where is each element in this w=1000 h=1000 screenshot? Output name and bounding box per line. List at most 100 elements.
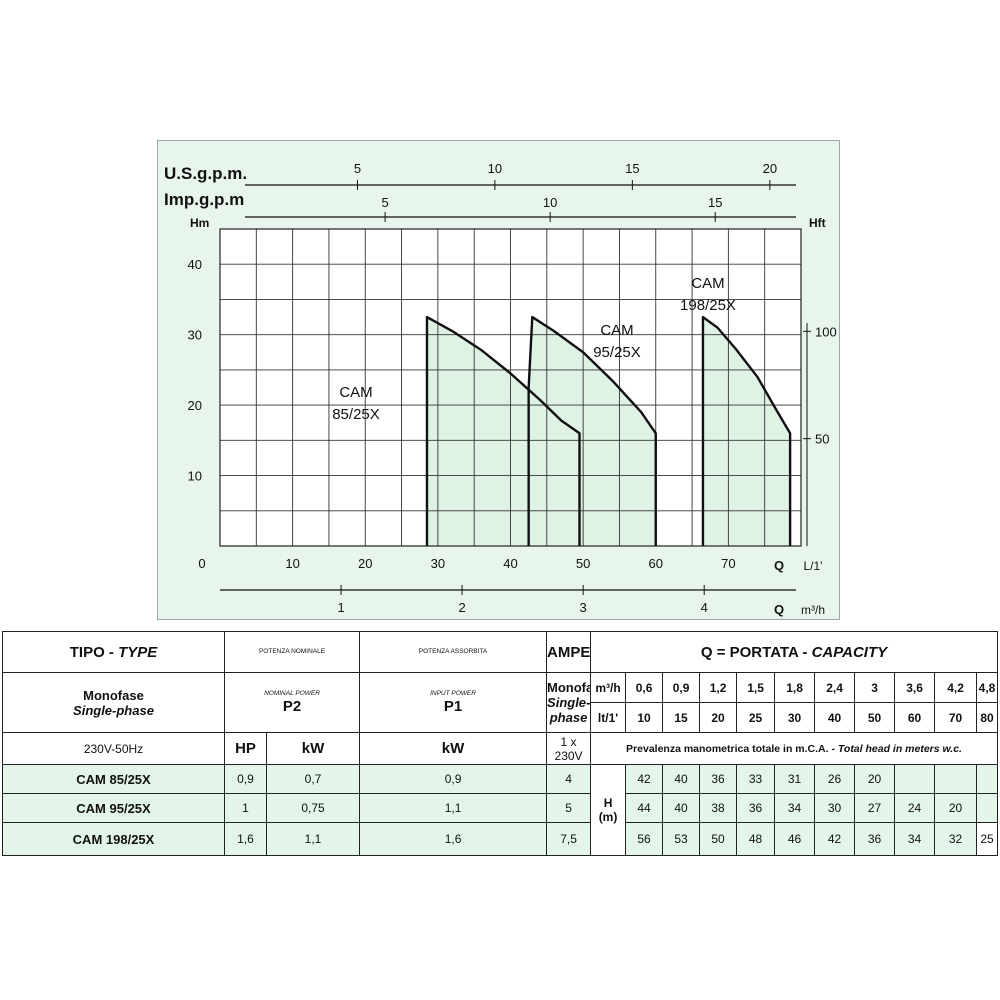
series-line-1 bbox=[425, 315, 581, 546]
curve-fill-2 bbox=[528, 317, 656, 546]
head-cell bbox=[976, 764, 998, 794]
head-cell: 34 bbox=[774, 793, 816, 823]
hft-tick-label: 50 bbox=[815, 432, 829, 447]
series-label: 85/25X bbox=[332, 406, 380, 423]
pump-curve-chart: CAM 85/25X CAM 95/25X CAM 198/25X 10 20 30 40 Hm 0 1… bbox=[157, 140, 840, 620]
series-line-3 bbox=[701, 315, 792, 546]
m3h-tick-label: 4 bbox=[701, 600, 708, 615]
head-cell: 36 bbox=[736, 793, 776, 823]
head-cell: 31 bbox=[774, 764, 816, 794]
head-cell: 24 bbox=[894, 793, 936, 823]
model-cell: CAM 95/25X bbox=[2, 793, 225, 823]
model-cell: CAM 85/25X bbox=[2, 764, 225, 794]
p2-cell: NOMINAL POWER P2 bbox=[223, 672, 361, 733]
hp-cell: 1 bbox=[224, 793, 267, 823]
x-axis-label: Q bbox=[774, 558, 784, 573]
x-tick-label: 40 bbox=[503, 556, 517, 571]
impgpm-tick-label: 15 bbox=[708, 195, 722, 210]
head-cell: 48 bbox=[736, 822, 776, 856]
series-label: CAM bbox=[691, 275, 724, 292]
head-cell: 34 bbox=[894, 822, 936, 856]
head-cell bbox=[976, 793, 998, 823]
lt-value: 80 bbox=[976, 702, 998, 733]
voltage-cell: 230V-50Hz bbox=[2, 732, 225, 765]
impgpm-tick-label: 10 bbox=[543, 195, 557, 210]
hp-cell: 0,9 bbox=[224, 764, 267, 794]
phase-cell: Monofase Single-phase bbox=[2, 672, 225, 733]
head-cell: 32 bbox=[934, 822, 978, 856]
head-cell: 38 bbox=[699, 793, 738, 823]
series-label: 95/25X bbox=[593, 344, 641, 361]
m3h-tick-label: 3 bbox=[580, 600, 587, 615]
capacity-header: Q = PORTATA - CAPACITY bbox=[590, 631, 998, 673]
amp-cell: 7,5 bbox=[546, 822, 592, 856]
head-cell: 40 bbox=[662, 764, 701, 794]
voltage-row: 230V-50Hz HP kW kW 1 x 230V Prevalenza m… bbox=[2, 732, 998, 765]
p2-title: POTENZA NOMINALE bbox=[223, 631, 361, 673]
y-tick-label: 30 bbox=[188, 328, 202, 343]
x-tick-label: 10 bbox=[285, 556, 299, 571]
m3h-value: 0,9 bbox=[662, 672, 701, 703]
x-tick-label: 50 bbox=[576, 556, 590, 571]
head-cell: 50 bbox=[699, 822, 738, 856]
h-label: H (m) bbox=[590, 764, 627, 856]
m3h-value: 3,6 bbox=[894, 672, 936, 703]
p1-value: 1,1 bbox=[359, 793, 548, 823]
pump-spec-table: TIPO - TYPE POTENZA NOMINALE POTENZA ASS… bbox=[2, 631, 998, 856]
usgpm-tick-label: 5 bbox=[354, 161, 361, 176]
m3h-value: 1,8 bbox=[774, 672, 816, 703]
head-cell: 20 bbox=[934, 793, 978, 823]
lt-row: lt/1' 10 15 20 25 30 40 50 60 70 80 bbox=[3, 702, 998, 733]
impgpm-tick-label: 5 bbox=[381, 195, 388, 210]
kw-cell: 1,1 bbox=[265, 822, 361, 856]
hft-tick-label: 100 bbox=[815, 324, 837, 339]
model-cell: CAM 198/25X bbox=[2, 822, 225, 856]
lt-value: 25 bbox=[736, 702, 776, 733]
usgpm-tick-label: 10 bbox=[488, 161, 502, 176]
m3h-value: 4,2 bbox=[934, 672, 978, 703]
lt-value: 20 bbox=[699, 702, 738, 733]
x-tick-label: 30 bbox=[431, 556, 445, 571]
head-cell: 53 bbox=[662, 822, 701, 856]
series-label: CAM bbox=[600, 322, 633, 339]
lt-label: lt/1' bbox=[590, 702, 627, 733]
type-header: TIPO - TYPE bbox=[2, 631, 225, 673]
lt-value: 70 bbox=[934, 702, 978, 733]
m3h-tick-label: 2 bbox=[458, 600, 465, 615]
p1-value: 0,9 bbox=[359, 764, 548, 794]
hp-cell: 1,6 bbox=[224, 822, 267, 856]
lt-value: 60 bbox=[894, 702, 936, 733]
kw-cell: 0,7 bbox=[265, 764, 361, 794]
head-cell: 36 bbox=[854, 822, 896, 856]
head-cell: 30 bbox=[814, 793, 856, 823]
head-cell bbox=[894, 764, 936, 794]
usgpm-tick-label: 15 bbox=[625, 161, 639, 176]
kw-label-p1: kW bbox=[359, 732, 548, 765]
p1-cell: INPUT POWER P1 bbox=[359, 672, 548, 733]
kw-label: kW bbox=[265, 732, 361, 765]
table-row: CAM 198/25X 1,6 1,1 1,6 7,5 56 53 50 48 … bbox=[2, 822, 998, 856]
head-cell: 40 bbox=[662, 793, 701, 823]
kw-cell: 0,75 bbox=[265, 793, 361, 823]
lt-value: 15 bbox=[662, 702, 701, 733]
y-tick-label: 20 bbox=[188, 398, 202, 413]
head-note: Prevalenza manometrica totale in m.C.A. … bbox=[590, 732, 998, 765]
header-row: TIPO - TYPE POTENZA NOMINALE POTENZA ASS… bbox=[2, 631, 998, 673]
m3h-axis-unit: m³/h bbox=[801, 603, 825, 617]
lt-value: 30 bbox=[774, 702, 816, 733]
ampere-header: AMPERE bbox=[546, 631, 592, 673]
m3h-value: 0,6 bbox=[625, 672, 664, 703]
curve-fill-3 bbox=[702, 317, 791, 546]
head-cell: 20 bbox=[854, 764, 896, 794]
p1-value: 1,6 bbox=[359, 822, 548, 856]
m3h-axis-label: Q bbox=[774, 602, 784, 617]
y-tick-label: 10 bbox=[188, 469, 202, 484]
head-cell bbox=[934, 764, 978, 794]
usgpm-axis-label: U.S.g.p.m. bbox=[164, 164, 247, 183]
x-tick-label: 0 bbox=[198, 556, 205, 571]
series-label: CAM bbox=[339, 384, 372, 401]
head-cell: 56 bbox=[625, 822, 664, 856]
m3h-label: m³/h bbox=[590, 672, 627, 703]
x-axis-unit: L/1' bbox=[804, 559, 823, 573]
